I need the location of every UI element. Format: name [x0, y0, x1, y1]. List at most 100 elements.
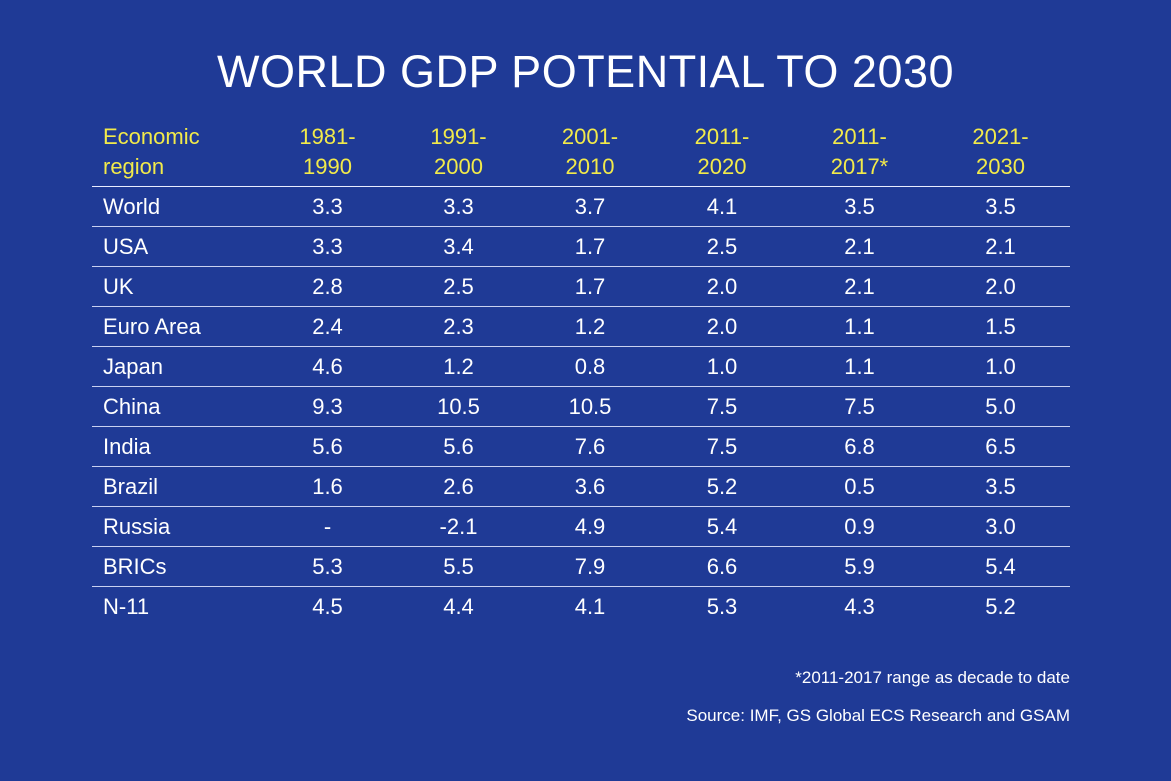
- region-cell: BRICs: [92, 546, 262, 587]
- value-cell: 5.0: [931, 386, 1070, 427]
- region-cell: Japan: [92, 346, 262, 387]
- value-cell: 2.3: [393, 306, 524, 347]
- region-cell: World: [92, 186, 262, 227]
- table-row: USA 3.3 3.4 1.7 2.5 2.1 2.1: [92, 226, 1070, 267]
- value-cell: 5.6: [262, 426, 393, 467]
- value-cell: 3.5: [931, 466, 1070, 507]
- column-header-2001-2010: 2001- 2010: [524, 118, 656, 187]
- value-cell: -2.1: [393, 506, 524, 547]
- value-cell: 4.4: [443, 594, 474, 619]
- source-note: Source: IMF, GS Global ECS Research and …: [686, 706, 1070, 725]
- value-cell: 3.4: [393, 226, 524, 267]
- table-row: China 9.3 10.5 10.5 7.5 7.5 5.0: [92, 386, 1070, 427]
- table-body: World 3.3 3.3 3.7 4.1 3.5 3.5 USA 3.3 3.4 1.7 2.5 2.…: [92, 186, 1070, 627]
- value-cell: 3.3: [262, 186, 393, 227]
- value-cell: 3.3: [393, 186, 524, 227]
- table-row: Brazil 1.6 2.6 3.6 5.2 0.5 3.5: [92, 466, 1070, 507]
- value-cell: 1.7: [524, 226, 656, 267]
- value-cell: 5.2: [656, 466, 788, 507]
- value-cell: 2.1: [788, 266, 931, 307]
- region-cell: UK: [92, 266, 262, 307]
- value-cell: 5.3: [706, 594, 738, 619]
- column-header-1981-1990: 1981- 1990: [262, 118, 393, 187]
- value-cell: 3.3: [262, 226, 393, 267]
- column-header-1991-2000: 1991- 2000: [393, 118, 524, 187]
- value-cell: 0.5: [788, 466, 931, 507]
- column-header-2021-2030: 2021- 2030: [931, 118, 1070, 187]
- table-row: World 3.3 3.3 3.7 4.1 3.5 3.5: [92, 186, 1070, 227]
- value-cell: 3.6: [524, 466, 656, 507]
- value-cell: 5.4: [656, 506, 788, 547]
- column-header-line1: 2011-: [694, 124, 750, 149]
- value-cell: 2.5: [656, 226, 788, 267]
- column-header-line1: 1981-: [299, 124, 356, 149]
- value-cell: 5.4: [931, 546, 1070, 587]
- value-cell: 7.5: [656, 386, 788, 427]
- value-cell: 1.7: [524, 266, 656, 307]
- region-cell: Russia: [92, 506, 262, 547]
- value-cell: 2.1: [788, 226, 931, 267]
- value-cell: 3.5: [931, 186, 1070, 227]
- column-header-line1: 2021-: [972, 124, 1029, 149]
- value-cell: 7.5: [788, 386, 931, 427]
- value-cell: 7.5: [656, 426, 788, 467]
- region-cell: China: [92, 386, 262, 427]
- column-header-line2: 2017*: [830, 154, 889, 179]
- column-header-line1: Economic: [103, 124, 200, 149]
- table-row: Euro Area 2.4 2.3 1.2 2.0 1.1 1.5: [92, 306, 1070, 347]
- column-header-line2: 2030: [976, 154, 1025, 179]
- chart-title: WORLD GDP POTENTIAL TO 2030: [216, 46, 955, 97]
- value-cell: 4.9: [524, 506, 656, 547]
- value-cell: 3.0: [931, 506, 1070, 547]
- value-cell: 6.5: [931, 426, 1070, 467]
- value-cell: 3.5: [788, 186, 931, 227]
- value-cell: 1.0: [931, 346, 1070, 387]
- column-header-line1: 2001-: [561, 124, 619, 149]
- value-cell: 2.5: [393, 266, 524, 307]
- value-cell: 2.1: [931, 226, 1070, 267]
- value-cell: 4.1: [656, 186, 788, 227]
- table-row: UK 2.8 2.5 1.7 2.0 2.1 2.0: [92, 266, 1070, 307]
- table-header: Economic region 1981- 1990 1991- 2000 20…: [92, 118, 1070, 187]
- region-cell: N-11: [103, 594, 150, 619]
- value-cell: 5.6: [393, 426, 524, 467]
- value-cell: 4.1: [574, 594, 606, 619]
- column-header-line2: 2000: [434, 154, 483, 179]
- value-cell: 1.5: [931, 306, 1070, 347]
- value-cell: 7.9: [524, 546, 656, 587]
- column-header-line2: region: [103, 154, 165, 179]
- table-row: India 5.6 5.6 7.6 7.5 6.8 6.5: [92, 426, 1070, 467]
- value-cell: 5.3: [262, 546, 393, 587]
- value-cell: 1.1: [788, 306, 931, 347]
- value-cell: 5.9: [788, 546, 931, 587]
- column-header-line2: 2010: [565, 154, 615, 179]
- column-header-region: Economic region: [92, 118, 262, 187]
- header-row: Economic region 1981- 1990 1991- 2000 20…: [92, 118, 1070, 187]
- value-cell: 2.6: [393, 466, 524, 507]
- column-header-line2: 1990: [303, 154, 352, 179]
- gdp-table: Economic region 1981- 1990 1991- 2000 20…: [92, 118, 1070, 626]
- table-row: Japan 4.6 1.2 0.8 1.0 1.1 1.0: [92, 346, 1070, 387]
- value-cell: 2.8: [262, 266, 393, 307]
- table-row: N-11 4.5 4.4 4.1 5.3 4.3 5.2: [92, 587, 1070, 627]
- value-cell: 4.3: [844, 594, 875, 619]
- value-cell: 5.5: [393, 546, 524, 587]
- value-cell: 6.6: [656, 546, 788, 587]
- value-cell: 1.2: [393, 346, 524, 387]
- footnote: *2011-2017 range as decade to date: [795, 668, 1070, 687]
- value-cell: 0.9: [788, 506, 931, 547]
- table-row: BRICs 5.3 5.5 7.9 6.6 5.9 5.4: [92, 546, 1070, 587]
- value-cell: 5.2: [985, 594, 1016, 619]
- value-cell: 6.8: [788, 426, 931, 467]
- region-cell: Brazil: [92, 466, 262, 507]
- value-cell: 1.6: [262, 466, 393, 507]
- value-cell: 1.0: [656, 346, 788, 387]
- column-header-2011-2017: 2011- 2017*: [788, 118, 931, 187]
- region-cell: India: [92, 426, 262, 467]
- value-cell: 2.0: [656, 266, 788, 307]
- value-cell: 3.7: [524, 186, 656, 227]
- value-cell: 0.8: [524, 346, 656, 387]
- value-cell: 4.5: [312, 594, 343, 619]
- column-header-2011-2020: 2011- 2020: [656, 118, 788, 187]
- value-cell: 2.4: [262, 306, 393, 347]
